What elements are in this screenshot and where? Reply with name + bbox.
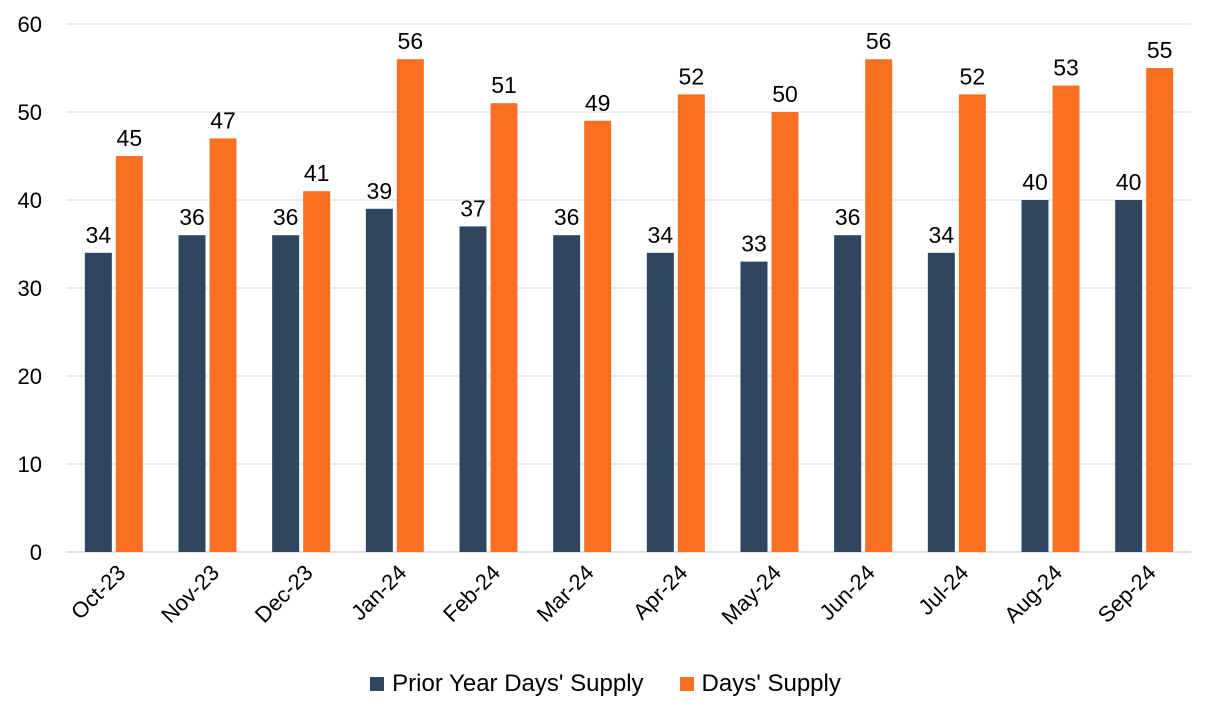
data-label-prior-year-days-supply-jan-24: 39 [367,178,393,204]
x-tick-label-may-24: May-24 [716,560,786,630]
bar-prior-year-days-supply-nov-23[interactable] [178,235,206,552]
y-tick-label: 60 [18,12,42,37]
bar-prior-year-days-supply-jul-24[interactable] [927,252,955,553]
bar-prior-year-days-supply-jan-24[interactable] [365,208,393,553]
x-tick-label-jan-24: Jan-24 [346,560,411,625]
data-label-prior-year-days-supply-apr-24: 34 [648,222,674,248]
bar-days-supply-nov-23[interactable] [209,138,237,552]
x-tick-label-feb-24: Feb-24 [438,560,505,627]
y-tick-label: 30 [18,276,42,301]
legend-swatch-days-supply [679,677,694,691]
data-label-prior-year-days-supply-may-24: 33 [741,231,767,257]
bar-days-supply-jun-24[interactable] [865,59,893,552]
x-tick-label-sep-24: Sep-24 [1093,560,1161,628]
data-label-prior-year-days-supply-jun-24: 36 [835,204,861,230]
data-label-days-supply-jan-24: 56 [398,28,424,54]
data-label-days-supply-feb-24: 51 [491,72,517,98]
bar-days-supply-apr-24[interactable] [677,94,705,553]
data-label-days-supply-dec-23: 41 [304,160,330,186]
data-label-prior-year-days-supply-dec-23: 36 [273,204,299,230]
bar-days-supply-feb-24[interactable] [490,103,518,552]
x-tick-label-mar-24: Mar-24 [532,560,599,627]
data-label-days-supply-nov-23: 47 [210,107,236,133]
bar-days-supply-jan-24[interactable] [396,59,424,552]
data-label-days-supply-apr-24: 52 [679,63,705,89]
bar-days-supply-mar-24[interactable] [584,120,612,553]
data-label-days-supply-jul-24: 52 [960,63,986,89]
bar-prior-year-days-supply-jun-24[interactable] [834,235,862,552]
x-tick-label-nov-23: Nov-23 [156,560,224,628]
data-label-days-supply-oct-23: 45 [117,125,143,151]
legend-item-prior-year[interactable]: Prior Year Days' Supply [370,670,644,698]
legend: Prior Year Days' Supply Days' Supply [0,670,1211,698]
y-tick-label: 50 [18,100,42,125]
data-label-prior-year-days-supply-sep-24: 40 [1116,169,1142,195]
bar-prior-year-days-supply-oct-23[interactable] [84,252,112,553]
x-axis: Oct-23 Nov-23 Dec-23 Jan-24 Feb-24 Mar-24 Apr-… [66,560,1161,630]
x-tick-label-aug-24: Aug-24 [999,560,1067,628]
data-label-days-supply-mar-24: 49 [585,90,611,116]
legend-label-days-supply: Days' Supply [701,670,841,697]
y-tick-label: 20 [18,364,42,389]
data-label-days-supply-sep-24: 55 [1147,37,1173,63]
data-label-prior-year-days-supply-aug-24: 40 [1022,169,1048,195]
bar-prior-year-days-supply-feb-24[interactable] [459,226,487,552]
x-tick-label-jun-24: Jun-24 [814,560,879,625]
x-tick-label-apr-24: Apr-24 [628,560,692,624]
x-tick-label-oct-23: Oct-23 [66,560,130,624]
y-tick-label: 0 [30,540,42,565]
bar-days-supply-jul-24[interactable] [958,94,986,553]
data-label-prior-year-days-supply-jul-24: 34 [929,222,955,248]
bar-days-supply-may-24[interactable] [771,112,799,552]
bar-prior-year-days-supply-mar-24[interactable] [553,235,581,552]
data-labels: 3445364736413956375136493452335036563452… [86,28,1173,256]
legend-label-prior-year: Prior Year Days' Supply [392,670,644,697]
gridlines [67,23,1191,553]
y-axis: 0 10 20 30 40 50 60 [18,12,42,565]
x-tick-label-jul-24: Jul-24 [913,560,973,620]
bar-prior-year-days-supply-apr-24[interactable] [646,252,674,553]
bar-prior-year-days-supply-sep-24[interactable] [1115,200,1143,552]
bar-days-supply-aug-24[interactable] [1052,85,1080,552]
data-label-prior-year-days-supply-feb-24: 37 [460,195,486,221]
bar-days-supply-dec-23[interactable] [303,191,331,552]
data-label-prior-year-days-supply-mar-24: 36 [554,204,580,230]
legend-swatch-prior-year [370,677,385,691]
data-label-days-supply-jun-24: 56 [866,28,892,54]
data-label-prior-year-days-supply-oct-23: 34 [86,222,112,248]
legend-item-days-supply[interactable]: Days' Supply [679,670,841,698]
bar-prior-year-days-supply-dec-23[interactable] [272,235,300,552]
bars [84,59,1174,553]
x-tick-label-dec-23: Dec-23 [250,560,318,628]
bar-prior-year-days-supply-aug-24[interactable] [1021,200,1049,552]
y-tick-label: 10 [18,452,42,477]
bar-prior-year-days-supply-may-24[interactable] [740,261,768,552]
data-label-days-supply-may-24: 50 [772,81,798,107]
bar-days-supply-oct-23[interactable] [115,156,143,552]
data-label-prior-year-days-supply-nov-23: 36 [179,204,205,230]
bar-days-supply-sep-24[interactable] [1146,68,1174,552]
y-tick-label: 40 [18,188,42,213]
data-label-days-supply-aug-24: 53 [1053,55,1079,81]
